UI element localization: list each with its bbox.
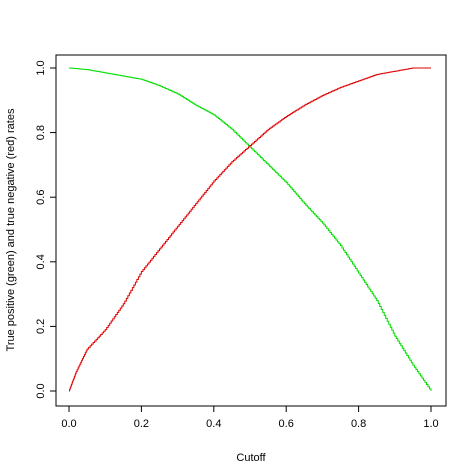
x-tick-label: 0.2 xyxy=(134,418,149,430)
x-tick-label: 0.6 xyxy=(279,418,294,430)
y-axis-title: True positive (green) and true negative … xyxy=(5,108,17,351)
y-tick-label: 0.2 xyxy=(35,319,47,334)
x-axis: 0.0 0.2 0.4 0.6 0.8 1.0 xyxy=(61,405,439,430)
series-line-red xyxy=(69,67,431,392)
y-tick-label: 0.0 xyxy=(35,383,47,398)
x-tick-label: 0.8 xyxy=(351,418,366,430)
y-tick-label: 1.0 xyxy=(35,60,47,75)
y-tick-label: 0.6 xyxy=(35,190,47,205)
series-line-green xyxy=(69,67,432,391)
plot-frame xyxy=(55,54,447,407)
x-axis-title: Cutoff xyxy=(236,452,266,464)
y-axis: 0.0 0.2 0.4 0.6 0.8 1.0 xyxy=(35,60,57,399)
x-tick-label: 0.0 xyxy=(61,418,76,430)
y-tick-label: 0.8 xyxy=(35,125,47,140)
x-tick-label: 0.4 xyxy=(206,418,221,430)
series-layer xyxy=(69,67,432,392)
x-tick-label: 1.0 xyxy=(423,418,438,430)
y-tick-label: 0.4 xyxy=(35,254,47,269)
plot-box xyxy=(55,54,447,407)
